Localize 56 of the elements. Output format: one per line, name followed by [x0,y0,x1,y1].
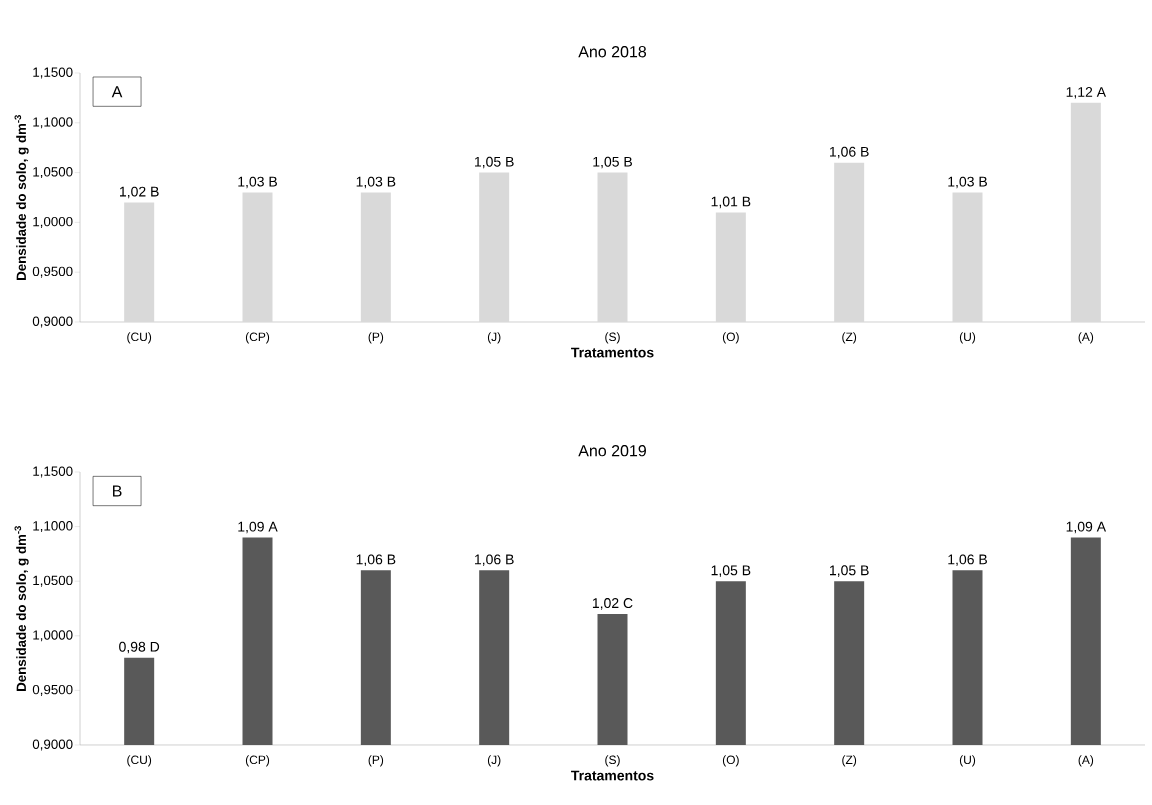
y-tick-label: 1,0000 [33,630,73,642]
y-tick-label: 1,1000 [33,117,73,129]
data-label: 1,03 B [948,176,987,189]
x-tick-label: (CU) [127,755,152,767]
x-tick-label: (CP) [245,332,270,344]
x-tick-label: (A) [1078,755,1094,767]
x-axis-title: Tratamentos [571,770,654,781]
x-tick-label: (CP) [245,755,270,767]
y-axis-title: Densidade do solo, g dm$^{-3}$ [14,526,29,691]
annotation: B [113,485,122,497]
x-tick-label: (J) [487,755,501,767]
y-tick-label: 1,1500 [33,466,73,478]
x-tick-label: (Z) [842,755,857,767]
x-tick-label: (Z) [842,332,857,344]
data-label: 1,05 B [830,565,869,577]
x-tick-label: (CU) [127,332,152,344]
data-label: 1,06 B [475,554,514,567]
chart-title: Ano 2019 [578,445,646,457]
x-tick-label: (O) [722,755,739,767]
data-label: 1,01 B [711,196,751,209]
y-tick-label: 1,1000 [33,521,73,533]
data-label: 1,05 B [593,156,632,169]
x-axis-title: Tratamentos [571,347,654,358]
y-tick-label: 1,0500 [33,575,73,587]
data-label: 1,05 B [475,156,514,169]
y-tick-label: 0,9500 [32,266,73,278]
y-axis-title: Densidade do solo, g dm$^{-3}$ [14,115,29,280]
x-tick-label: (A) [1078,332,1094,344]
y-tick-label: 1,0000 [33,216,73,228]
data-label: 1,02 B [120,186,159,199]
data-label: 1,12 A [1066,87,1107,99]
y-tick-label: 1,1500 [33,67,73,79]
x-tick-label: (S) [605,755,620,767]
x-tick-label: (J) [487,332,501,344]
data-label: 1,06 B [830,146,869,159]
x-tick-label: (P) [368,332,384,344]
x-tick-label: (U) [959,332,976,344]
chart-title: Ano 2018 [578,46,647,58]
data-label: 1,06 B [356,554,396,567]
annotation: A [111,86,123,98]
x-tick-label: (S) [605,332,620,344]
y-tick-label: 0,9000 [32,739,73,751]
data-label: 1,03 B [356,176,396,189]
x-tick-label: (O) [722,332,739,344]
data-label: 1,02 C [592,598,633,610]
y-tick-label: 0,9000 [32,316,73,328]
data-label: 1,06 B [948,554,987,567]
y-tick-label: 0,9500 [32,684,73,696]
x-tick-label: (P) [368,755,384,767]
data-label: 1,09 A [238,521,278,534]
data-label: 1,09 A [1066,521,1107,534]
data-label: 1,03 B [238,176,277,189]
y-tick-label: 1,0500 [33,167,73,179]
x-tick-label: (U) [959,755,976,767]
data-label: 0,98 D [119,641,160,654]
data-label: 1,05 B [711,565,751,577]
